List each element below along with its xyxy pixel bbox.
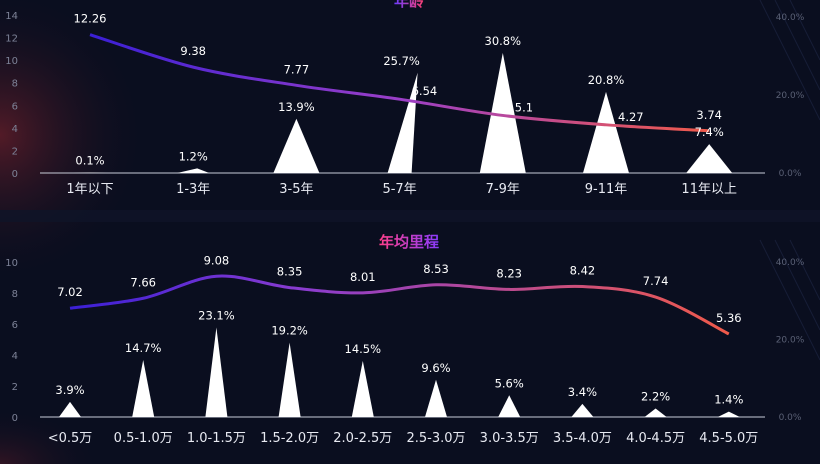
x-category-label: <0.5万 xyxy=(48,431,93,446)
spike-value-label: 3.4% xyxy=(568,385,597,399)
y-tick-left: 8 xyxy=(12,289,18,300)
spike-bar xyxy=(686,144,733,173)
line-value-label: 7.74 xyxy=(643,274,669,288)
spike-bar xyxy=(583,91,629,173)
y-tick-left: 14 xyxy=(5,11,18,22)
spike-bar xyxy=(205,327,228,417)
spike-value-label: 14.5% xyxy=(345,342,382,356)
line-series xyxy=(69,274,730,336)
x-category-label: 0.5-1.0万 xyxy=(114,431,173,446)
spike-value-label: 7.4% xyxy=(695,125,724,139)
y-tick-right: 0.0% xyxy=(779,169,802,179)
line-value-label: 9.08 xyxy=(204,253,230,267)
spike-value-label: 5.6% xyxy=(495,376,524,390)
spike-bar xyxy=(278,342,301,417)
x-category-label: 1.5-2.0万 xyxy=(260,431,319,446)
y-tick-right: 0.0% xyxy=(779,413,802,423)
y-tick-left: 6 xyxy=(12,320,18,331)
line-value-label: 8.23 xyxy=(496,266,522,280)
x-category-label: 9-11年 xyxy=(585,182,628,197)
line-value-label: 4.27 xyxy=(618,110,644,124)
spike-bar xyxy=(717,411,740,417)
spike-value-label: 25.7% xyxy=(383,54,420,68)
x-category-label: 3.0-3.5万 xyxy=(480,431,539,446)
line-value-label: 7.02 xyxy=(57,285,83,299)
y-tick-left: 0 xyxy=(12,413,18,424)
mileage-chart: 年均里程 0 2 4 6 8 10 0.0% 20.0% 40.0% 3.9% 14.7% 23.… xyxy=(5,233,805,446)
spike-bar xyxy=(177,168,210,173)
spike-value-label: 2.2% xyxy=(641,389,670,403)
y-tick-right: 20.0% xyxy=(776,91,805,101)
age-chart: 年龄 0 2 4 6 8 10 12 14 0.0% 20.0% 40.0% 0.1% 1.2% 13… xyxy=(5,0,805,197)
line-value-label: 7.66 xyxy=(130,275,156,289)
line-value-label: 7.77 xyxy=(284,62,310,76)
line-value-label: 6.54 xyxy=(412,84,438,98)
line-value-label: 5.36 xyxy=(716,311,742,325)
spike-value-label: 3.9% xyxy=(55,383,84,397)
x-category-label: 7-9年 xyxy=(486,182,520,197)
line-value-label: 8.53 xyxy=(423,262,449,276)
y-tick-left: 4 xyxy=(12,124,18,135)
x-category-label: 2.5-3.0万 xyxy=(406,431,465,446)
line-series xyxy=(89,33,710,133)
x-category-label: 2.0-2.5万 xyxy=(333,431,392,446)
x-category-label: 1-3年 xyxy=(176,182,210,197)
spike-value-label: 0.1% xyxy=(75,154,104,168)
spike-value-label: 14.7% xyxy=(125,341,162,355)
y-tick-left: 12 xyxy=(5,34,18,45)
spike-bar xyxy=(425,379,447,417)
spike-value-label: 30.8% xyxy=(485,34,522,48)
spike-bar xyxy=(132,360,155,417)
x-category-label: 4.0-4.5万 xyxy=(626,431,685,446)
x-category-label: 3.5-4.0万 xyxy=(553,431,612,446)
x-category-label: 3-5年 xyxy=(279,182,313,197)
x-category-label: 1年以下 xyxy=(66,182,113,197)
spike-value-label: 23.1% xyxy=(198,308,235,322)
spike-bar xyxy=(273,118,320,173)
line-value-label: 8.01 xyxy=(350,270,376,284)
spike-bar xyxy=(498,395,521,417)
line-value-label: 8.42 xyxy=(570,263,596,277)
spike-bar xyxy=(479,52,526,173)
x-category-label: 1.0-1.5万 xyxy=(187,431,246,446)
spike-value-label: 20.8% xyxy=(588,73,625,87)
x-category-label: 5-7年 xyxy=(382,182,416,197)
spike-bar xyxy=(351,360,374,417)
spike-value-label: 1.2% xyxy=(179,149,208,163)
spike-value-label: 13.9% xyxy=(278,100,315,114)
y-tick-left: 2 xyxy=(12,382,18,393)
y-tick-left: 4 xyxy=(12,351,18,362)
spike-bar xyxy=(571,403,594,417)
spike-bar xyxy=(387,72,418,173)
y-tick-left: 2 xyxy=(12,146,18,157)
x-category-label: 4.5-5.0万 xyxy=(699,431,758,446)
y-tick-left: 10 xyxy=(5,56,18,67)
line-value-label: 8.35 xyxy=(277,265,303,279)
y-tick-left: 10 xyxy=(5,258,18,269)
spike-bar xyxy=(644,408,667,417)
line-value-label: 12.26 xyxy=(74,12,107,26)
y-tick-right: 40.0% xyxy=(776,13,805,23)
x-category-label: 11年以上 xyxy=(681,182,737,197)
y-tick-left: 0 xyxy=(12,169,18,180)
y-tick-right: 40.0% xyxy=(776,258,805,268)
y-tick-left: 8 xyxy=(12,79,18,90)
line-value-label: 3.74 xyxy=(696,108,722,122)
chart-title: 年均里程 xyxy=(379,233,439,251)
y-tick-left: 6 xyxy=(12,101,18,112)
spike-bar xyxy=(59,401,81,417)
spike-value-label: 1.4% xyxy=(714,393,743,407)
spike-value-label: 19.2% xyxy=(271,324,308,338)
line-value-label: 9.38 xyxy=(180,44,206,58)
spike-value-label: 9.6% xyxy=(421,361,450,375)
chart-title: 年龄 xyxy=(394,0,425,10)
line-value-label: 5.1 xyxy=(515,100,533,114)
y-tick-right: 20.0% xyxy=(776,336,805,346)
